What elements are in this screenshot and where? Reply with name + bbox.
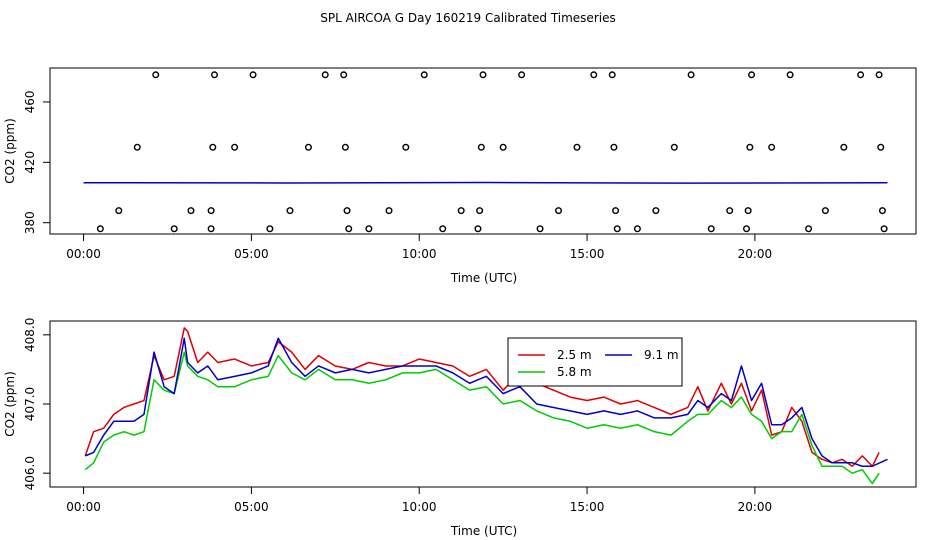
flag-point	[321, 71, 329, 79]
bottom-x-tick-label: 10:00	[402, 500, 437, 514]
flag-point	[857, 71, 865, 79]
flag-point	[266, 225, 274, 233]
flag-point	[207, 207, 215, 215]
flag-point	[786, 71, 794, 79]
top-co2-line	[83, 181, 888, 184]
legend-label-5-8m: 5.8 m	[557, 365, 592, 379]
flag-point	[613, 225, 621, 233]
flag-point	[726, 207, 734, 215]
bottom-y-tick-label: 407.0	[23, 387, 37, 421]
flag-point	[231, 143, 239, 151]
legend-label-2-5m: 2.5 m	[557, 348, 592, 362]
flag-point	[341, 143, 349, 151]
flag-point	[207, 225, 215, 233]
bottom-x-tick-label: 05:00	[234, 500, 269, 514]
bottom-y-tick-label: 406.0	[23, 456, 37, 490]
flag-point	[875, 71, 883, 79]
flag-point	[805, 225, 813, 233]
top-plot-frame	[49, 67, 917, 235]
flag-point	[477, 143, 485, 151]
top-x-tick-label: 20:00	[738, 247, 773, 261]
top-x-tick-label: 05:00	[234, 247, 269, 261]
flag-point	[746, 143, 754, 151]
bottom-panel: 00:00 05:00 10:00 15:00 20:00 406.0 407.0 408.…	[3, 318, 917, 538]
flag-point	[707, 225, 715, 233]
flag-point	[96, 225, 104, 233]
bottom-x-tick-label: 20:00	[738, 500, 773, 514]
flag-point	[590, 71, 598, 79]
series-line-5-8-m	[84, 351, 880, 485]
flag-point	[365, 225, 373, 233]
flag-point	[340, 71, 348, 79]
legend-box	[507, 337, 683, 387]
flag-point	[474, 225, 482, 233]
series-line-9-1-m	[84, 337, 888, 467]
top-panel: 00:00 05:00 10:00 15:00 20:00 380 420 460 Time…	[3, 67, 917, 285]
flag-point	[170, 225, 178, 233]
flag-point	[439, 225, 447, 233]
bottom-x-tick-label: 15:00	[570, 500, 605, 514]
flag-point	[555, 207, 563, 215]
flag-point	[210, 71, 218, 79]
flag-point	[209, 143, 217, 151]
flag-point	[133, 143, 141, 151]
top-y-tick-label: 380	[23, 211, 37, 234]
flag-point	[612, 207, 620, 215]
flag-point	[652, 207, 660, 215]
flag-point	[670, 143, 678, 151]
flag-point	[748, 71, 756, 79]
flag-point	[152, 71, 160, 79]
top-y-axis-title: CO2 (ppm)	[3, 118, 17, 184]
bottom-x-tick-label: 00:00	[66, 500, 101, 514]
flag-point	[518, 71, 526, 79]
flag-point	[420, 71, 428, 79]
top-x-tick-label: 10:00	[402, 247, 437, 261]
top-y-tick-label: 460	[23, 91, 37, 114]
flag-point	[608, 71, 616, 79]
flag-point	[742, 225, 750, 233]
flag-point	[345, 225, 353, 233]
legend-label-9-1m: 9.1 m	[644, 348, 679, 362]
flag-point	[744, 207, 752, 215]
flag-point	[286, 207, 294, 215]
flag-point	[476, 207, 484, 215]
flag-point	[479, 71, 487, 79]
flag-point	[385, 207, 393, 215]
flag-point	[878, 207, 886, 215]
flag-point	[610, 143, 618, 151]
flag-point	[457, 207, 465, 215]
bottom-x-axis-title: Time (UTC)	[450, 524, 517, 538]
flag-point	[573, 143, 581, 151]
bottom-y-tick-label: 408.0	[23, 318, 37, 352]
flag-point	[768, 143, 776, 151]
flag-point	[687, 71, 695, 79]
flag-point	[187, 207, 195, 215]
flag-point	[840, 143, 848, 151]
top-x-axis-title: Time (UTC)	[450, 271, 517, 285]
flag-point	[821, 207, 829, 215]
flag-point	[402, 143, 410, 151]
top-x-tick-label: 15:00	[570, 247, 605, 261]
flag-point	[115, 207, 123, 215]
flag-point	[877, 143, 885, 151]
series-line-2-5-m	[84, 327, 880, 467]
bottom-y-axis-title: CO2 (ppm)	[3, 371, 17, 437]
legend: 2.5 m 9.1 m 5.8 m	[507, 337, 683, 387]
flag-point	[304, 143, 312, 151]
flag-point	[633, 225, 641, 233]
flag-point	[343, 207, 351, 215]
top-y-tick-label: 420	[23, 151, 37, 174]
chart-title: SPL AIRCOA G Day 160219 Calibrated Times…	[320, 11, 615, 25]
flag-point	[536, 225, 544, 233]
flag-point	[249, 71, 257, 79]
top-x-tick-label: 00:00	[66, 247, 101, 261]
flag-point	[499, 143, 507, 151]
flag-point	[880, 225, 888, 233]
